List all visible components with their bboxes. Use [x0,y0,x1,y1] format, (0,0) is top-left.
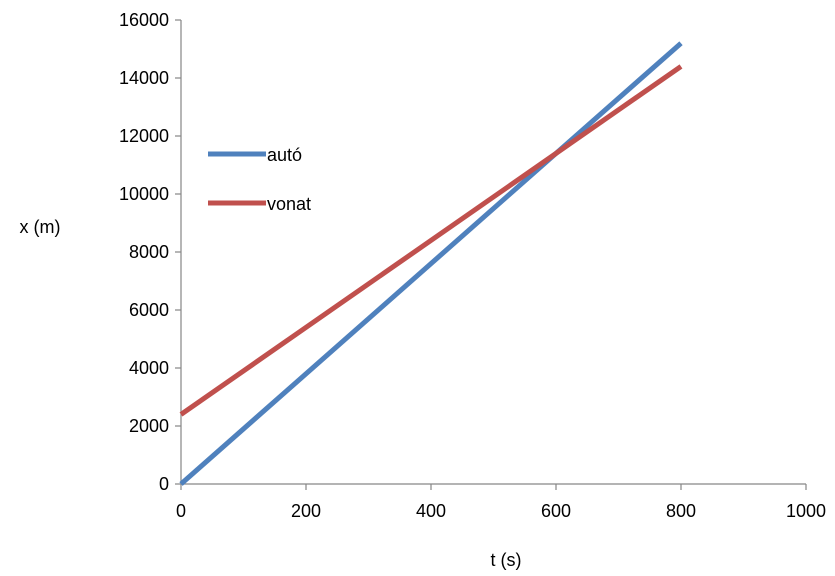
y-tick-label: 6000 [129,300,169,320]
series-line-auto [179,41,683,486]
x-tick-label: 1000 [786,501,826,521]
legend-label-auto: autó [267,145,302,165]
legend-label-vonat: vonat [267,194,311,214]
y-tick-label: 0 [159,474,169,494]
x-tick-label: 0 [176,501,186,521]
y-tick-label: 16000 [119,10,169,30]
x-tick-label: 600 [541,501,571,521]
y-tick-label: 2000 [129,416,169,436]
x-tick-label: 200 [291,501,321,521]
y-axis-title: x (m) [20,217,61,237]
axes [180,20,806,485]
y-tick-label: 8000 [129,242,169,262]
y-tick-label: 10000 [119,184,169,204]
y-tick-label: 14000 [119,68,169,88]
y-tick-label: 4000 [129,358,169,378]
x-tick-label: 800 [666,501,696,521]
x-axis-title: t (s) [491,550,522,570]
x-ticks: 0 200 400 600 800 1000 [176,484,826,521]
y-ticks: 0 2000 4000 6000 8000 10000 12000 14000 16000 [119,10,181,494]
series-line-vonat [179,64,683,417]
y-tick-label: 12000 [119,126,169,146]
series-layer [179,41,683,486]
x-tick-label: 400 [416,501,446,521]
legend: autó vonat [208,145,311,214]
